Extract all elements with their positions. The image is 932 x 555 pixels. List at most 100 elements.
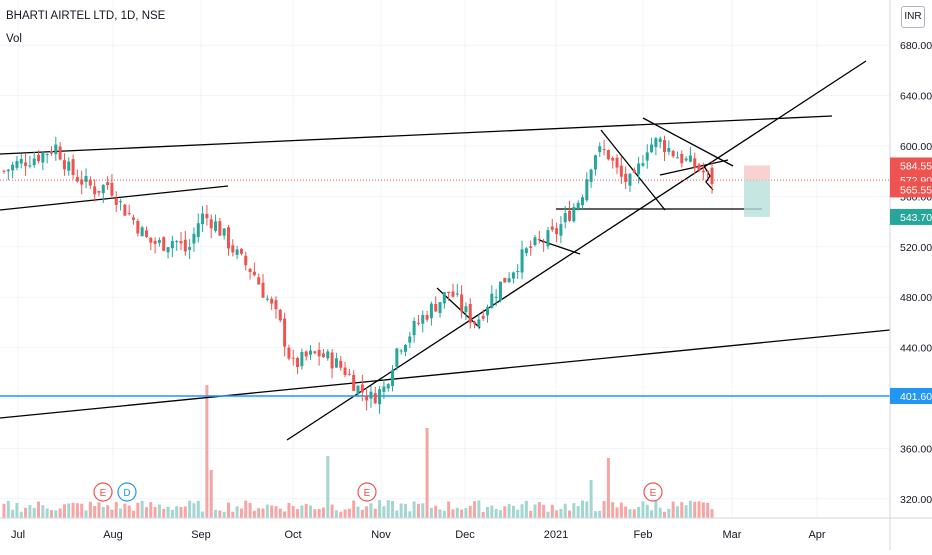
volume-bar bbox=[473, 501, 477, 518]
candle-body bbox=[222, 228, 226, 236]
candle-body bbox=[524, 248, 528, 254]
volume-bar bbox=[386, 500, 390, 518]
time-tick-label: Dec bbox=[455, 529, 475, 541]
candle-body bbox=[257, 277, 261, 285]
candle-body bbox=[214, 221, 218, 231]
volume-bar bbox=[309, 505, 313, 518]
candle-body bbox=[650, 144, 654, 153]
candle-body bbox=[602, 148, 606, 150]
event-marker bbox=[117, 482, 137, 502]
volume-bar bbox=[261, 508, 265, 518]
volume-bar bbox=[416, 503, 420, 518]
volume-bar bbox=[429, 507, 433, 518]
volume-bar bbox=[680, 502, 684, 518]
volume-bar bbox=[214, 509, 218, 518]
volume-bar bbox=[403, 503, 407, 518]
volume-bar bbox=[252, 510, 256, 518]
candle-body bbox=[589, 169, 593, 182]
volume-bar bbox=[645, 504, 649, 518]
stop-zone bbox=[744, 165, 770, 181]
trend-line bbox=[0, 185, 229, 211]
candle-body bbox=[140, 227, 144, 237]
grid bbox=[0, 0, 890, 518]
time-tick-label: Jul bbox=[11, 529, 25, 541]
volume-bar bbox=[511, 505, 515, 518]
volume-bar bbox=[149, 502, 153, 518]
candle-body bbox=[421, 315, 425, 324]
event-label: D bbox=[123, 488, 130, 499]
candle-body bbox=[481, 315, 485, 319]
candle-body bbox=[585, 179, 589, 201]
candle-body bbox=[386, 384, 390, 389]
candle-body bbox=[188, 247, 192, 250]
volume-bar bbox=[37, 501, 41, 518]
price-tick-label: 600.00 bbox=[900, 141, 932, 153]
volume-bar bbox=[218, 510, 222, 518]
price-tick-label: 360.00 bbox=[900, 443, 932, 455]
candle-body bbox=[663, 139, 667, 152]
volume-bar bbox=[593, 511, 597, 518]
volume-label[interactable]: Vol bbox=[6, 33, 22, 45]
volume-bar bbox=[615, 507, 619, 518]
candle-body bbox=[226, 227, 230, 249]
candle-body bbox=[330, 352, 334, 369]
candle-body bbox=[11, 164, 15, 171]
price-tick-label: 320.00 bbox=[900, 494, 932, 506]
volume-bar bbox=[477, 500, 481, 518]
volume-bar bbox=[675, 506, 679, 518]
candle-body bbox=[671, 150, 675, 157]
volume-bars bbox=[2, 385, 714, 518]
volume-bar bbox=[365, 506, 369, 518]
candle-body bbox=[619, 165, 623, 177]
candle-body bbox=[451, 291, 455, 297]
currency-button[interactable]: INR bbox=[901, 6, 925, 28]
volume-bar bbox=[278, 508, 282, 518]
candle-body bbox=[15, 160, 19, 168]
volume-bar bbox=[179, 507, 183, 518]
volume-bar bbox=[516, 509, 520, 518]
price-label-box bbox=[890, 387, 932, 404]
candle-body bbox=[231, 245, 235, 253]
candle-body bbox=[511, 272, 515, 279]
volume-bar bbox=[697, 501, 701, 518]
volume-bar bbox=[637, 506, 641, 518]
candle-body bbox=[658, 138, 662, 143]
volume-bar bbox=[192, 503, 196, 518]
volume-bar bbox=[611, 502, 615, 518]
candle-body bbox=[572, 207, 576, 222]
symbol-title[interactable]: BHARTI AIRTEL LTD, 1D, NSE bbox=[6, 10, 166, 22]
volume-bar bbox=[598, 510, 602, 518]
volume-bar bbox=[287, 502, 291, 518]
candle-body bbox=[693, 158, 697, 168]
volume-bar bbox=[326, 456, 330, 518]
volume-bar bbox=[494, 509, 498, 518]
volume-bar bbox=[196, 500, 200, 518]
candle-body bbox=[645, 152, 649, 161]
target-zone bbox=[744, 180, 770, 217]
volume-bar bbox=[144, 507, 148, 518]
price-tick-label: 640.00 bbox=[900, 91, 932, 103]
candle-body bbox=[110, 182, 114, 196]
event-label: E bbox=[364, 488, 371, 499]
candle-body bbox=[175, 241, 179, 243]
volume-bar bbox=[119, 508, 123, 518]
volume-bar bbox=[162, 508, 166, 518]
volume-bar bbox=[97, 502, 101, 518]
trend-line bbox=[0, 329, 891, 419]
candle-body bbox=[425, 315, 429, 320]
volume-bar bbox=[382, 506, 386, 518]
volume-bar bbox=[248, 502, 252, 518]
volume-bar bbox=[520, 504, 524, 518]
candle-body bbox=[360, 384, 364, 393]
volume-bar bbox=[455, 507, 459, 518]
candle-body bbox=[239, 248, 243, 254]
trend-line bbox=[600, 129, 666, 211]
candle-body bbox=[274, 300, 278, 310]
volume-bar bbox=[257, 508, 261, 518]
candle-body bbox=[278, 309, 282, 321]
candle-body bbox=[235, 249, 239, 255]
candle-body bbox=[559, 224, 563, 236]
candle-body bbox=[408, 336, 412, 343]
